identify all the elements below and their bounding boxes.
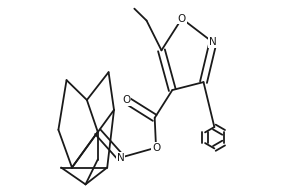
Text: O: O xyxy=(122,95,130,105)
Text: N: N xyxy=(209,37,217,47)
Text: O: O xyxy=(152,143,160,153)
Text: O: O xyxy=(178,14,186,24)
Text: N: N xyxy=(117,152,125,162)
